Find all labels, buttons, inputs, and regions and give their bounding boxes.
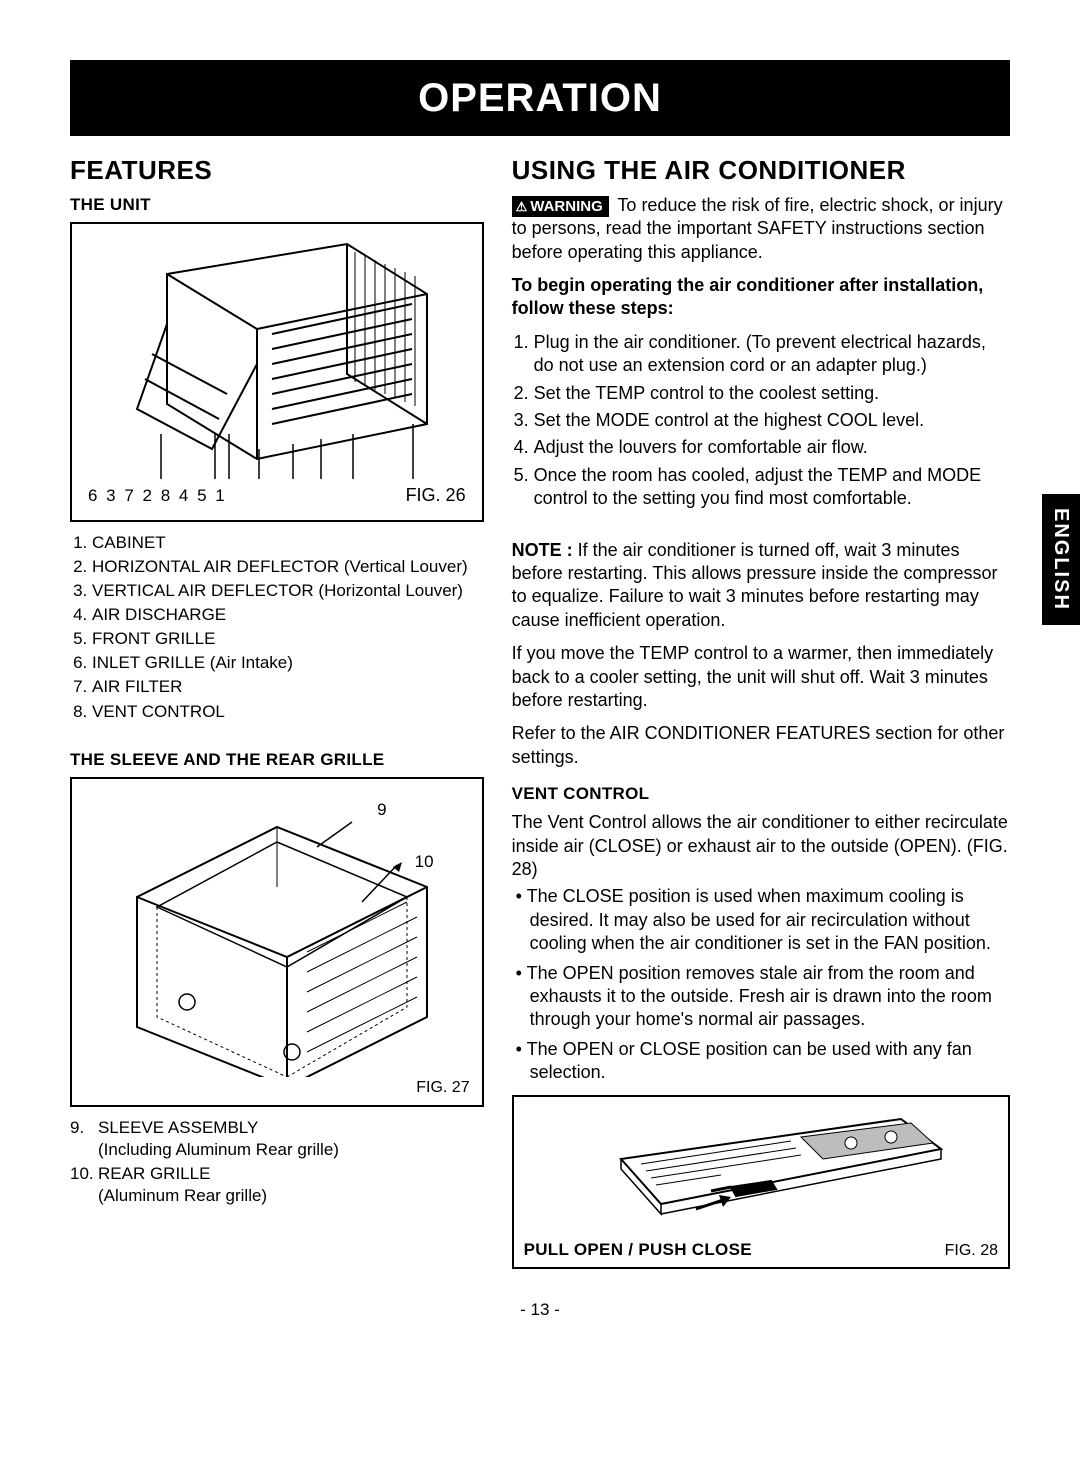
fig27-caption: FIG. 27	[416, 1078, 469, 1099]
page-banner: OPERATION	[70, 60, 1010, 136]
content-columns: FEATURES THE UNIT	[70, 154, 1010, 1269]
list-item: HORIZONTAL AIR DEFLECTOR (Vertical Louve…	[92, 556, 484, 578]
features-heading: FEATURES	[70, 154, 484, 188]
warning-label: WARNING	[530, 198, 603, 215]
sleeve-parts-list: 9. SLEEVE ASSEMBLY (Including Aluminum R…	[70, 1117, 484, 1207]
list-item: Set the MODE control at the highest COOL…	[534, 409, 1010, 432]
list-item: The CLOSE position is used when maximum …	[516, 885, 1010, 955]
fig27-label-10: 10	[415, 851, 434, 873]
list-item-text: SLEEVE ASSEMBLY	[98, 1118, 258, 1137]
vent-control-heading: VENT CONTROL	[512, 783, 1010, 805]
unit-subhead: THE UNIT	[70, 194, 484, 216]
note-text: If the air conditioner is turned off, wa…	[512, 540, 998, 630]
list-item: The OPEN position removes stale air from…	[516, 962, 1010, 1032]
warning-triangle-icon: ⚠	[516, 199, 528, 216]
vent-intro: The Vent Control allows the air conditio…	[512, 811, 1010, 881]
sleeve-diagram	[97, 797, 457, 1077]
steps-list: Plug in the air conditioner. (To prevent…	[512, 331, 1010, 511]
fig28-caption: FIG. 28	[945, 1241, 998, 1262]
fig-28-box: PULL OPEN / PUSH CLOSE FIG. 28	[512, 1095, 1010, 1270]
note-paragraph: NOTE : If the air conditioner is turned …	[512, 539, 1010, 633]
page-number: - 13 -	[70, 1299, 1010, 1321]
list-item: CABINET	[92, 532, 484, 554]
list-item: FRONT GRILLE	[92, 628, 484, 650]
vent-bullets: The CLOSE position is used when maximum …	[512, 885, 1010, 1084]
list-item: AIR FILTER	[92, 676, 484, 698]
sleeve-subhead: THE SLEEVE AND THE REAR GRILLE	[70, 749, 484, 771]
vent-control-diagram	[561, 1109, 961, 1229]
list-item: Plug in the air conditioner. (To prevent…	[534, 331, 1010, 378]
list-number: 10.	[70, 1163, 98, 1207]
paragraph: If you move the TEMP control to a warmer…	[512, 642, 1010, 712]
list-item: Adjust the louvers for comfortable air f…	[534, 436, 1010, 459]
list-item: VENT CONTROL	[92, 701, 484, 723]
unit-diagram	[97, 234, 457, 484]
paragraph: Refer to the AIR CONDITIONER FEATURES se…	[512, 722, 1010, 769]
using-heading: USING THE AIR CONDITIONER	[512, 154, 1010, 188]
right-column: ENGLISH USING THE AIR CONDITIONER ⚠WARNI…	[512, 154, 1010, 1269]
begin-steps-heading: To begin operating the air conditioner a…	[512, 274, 1010, 321]
left-column: FEATURES THE UNIT	[70, 154, 484, 1269]
fig-26-box: 6 3 7 2 8 4 5 1 FIG. 26	[70, 222, 484, 522]
list-number: 9.	[70, 1117, 98, 1161]
fig28-label: PULL OPEN / PUSH CLOSE	[524, 1239, 752, 1261]
unit-parts-list: CABINET HORIZONTAL AIR DEFLECTOR (Vertic…	[70, 532, 484, 723]
fig26-caption: FIG. 26	[406, 484, 466, 507]
fig27-label-9: 9	[377, 799, 386, 821]
fig-27-box: 9 10 FIG. 27	[70, 777, 484, 1107]
list-item-sub: (Aluminum Rear grille)	[98, 1186, 267, 1205]
list-item: VERTICAL AIR DEFLECTOR (Horizontal Louve…	[92, 580, 484, 602]
note-label: NOTE :	[512, 540, 573, 560]
fig26-callouts: 6 3 7 2 8 4 5 1	[88, 485, 227, 507]
warning-badge: ⚠WARNING	[512, 196, 609, 218]
language-tab: ENGLISH	[1042, 494, 1080, 625]
list-item-text: REAR GRILLE	[98, 1164, 210, 1183]
list-item: Set the TEMP control to the coolest sett…	[534, 382, 1010, 405]
list-item: Once the room has cooled, adjust the TEM…	[534, 464, 1010, 511]
list-item: The OPEN or CLOSE position can be used w…	[516, 1038, 1010, 1085]
list-item: AIR DISCHARGE	[92, 604, 484, 626]
list-item-sub: (Including Aluminum Rear grille)	[98, 1140, 339, 1159]
list-item: INLET GRILLE (Air Intake)	[92, 652, 484, 674]
warning-paragraph: ⚠WARNING To reduce the risk of fire, ele…	[512, 194, 1010, 264]
